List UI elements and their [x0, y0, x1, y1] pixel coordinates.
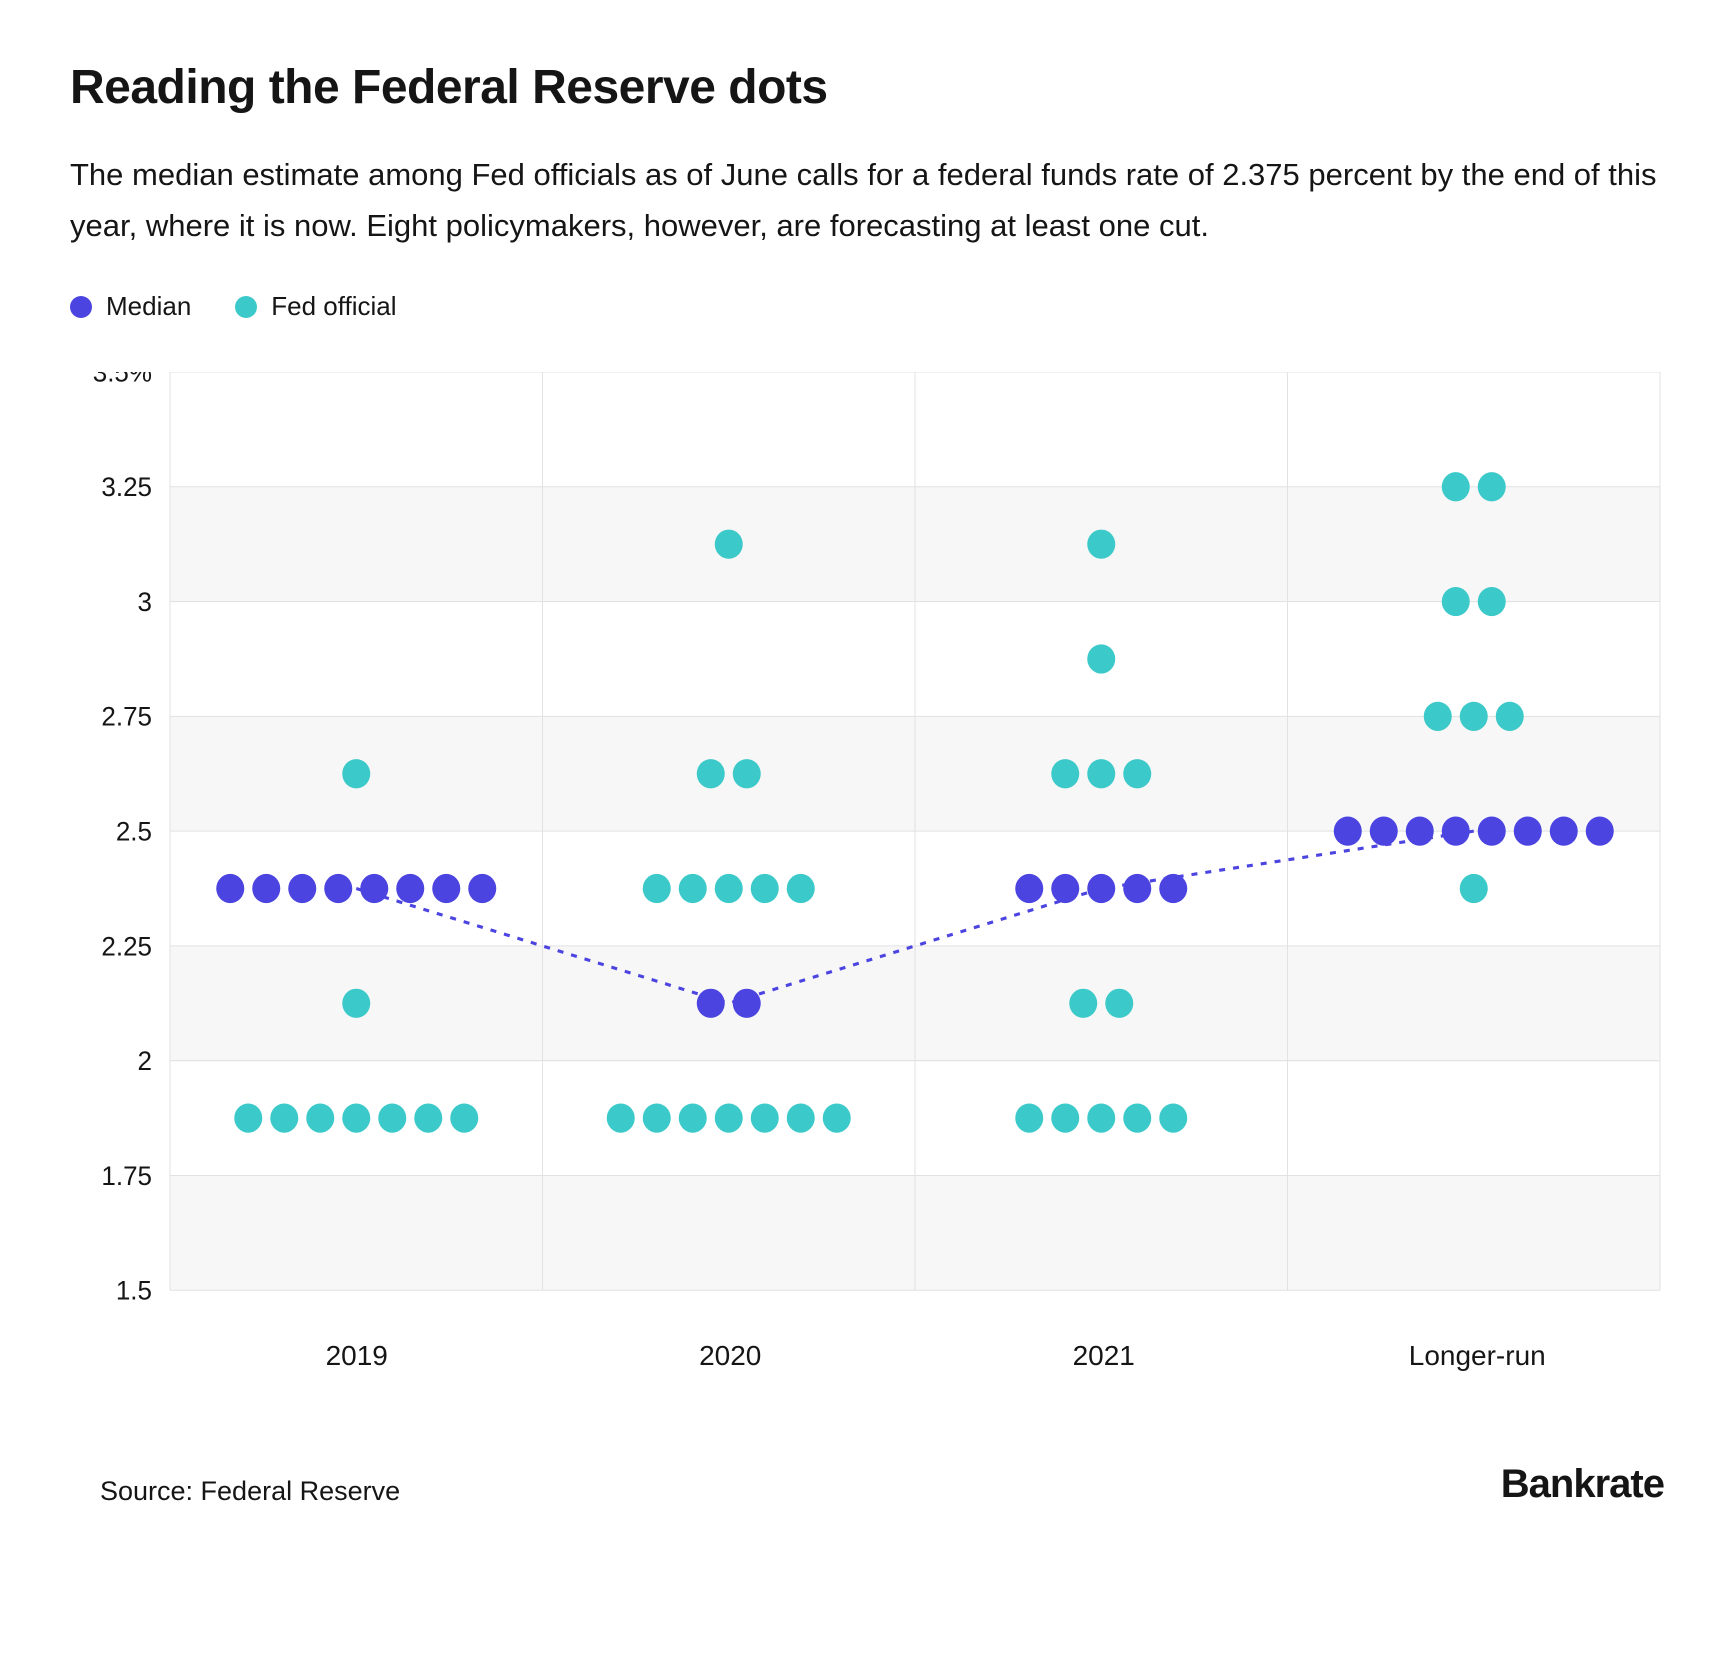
- official-dot: [306, 1104, 334, 1133]
- median-dot: [432, 874, 460, 903]
- official-dot: [1478, 587, 1506, 616]
- median-dot: [1015, 874, 1043, 903]
- dot-plot-chart: 3.5% 3.25 3 2.75 2.5 2.25 2 1.75 1.5: [70, 372, 1664, 1332]
- official-dot: [1496, 702, 1524, 731]
- official-dot: [1159, 1104, 1187, 1133]
- official-dot: [1051, 1104, 1079, 1133]
- official-dot: [1123, 1104, 1151, 1133]
- official-dot: [1051, 759, 1079, 788]
- median-dot: [733, 989, 761, 1018]
- official-dot: [715, 530, 743, 559]
- legend-label-official: Fed official: [271, 291, 396, 322]
- chart-subtitle: The median estimate among Fed officials …: [70, 149, 1660, 251]
- official-dot: [378, 1104, 406, 1133]
- median-dot: [1334, 817, 1362, 846]
- official-dot: [787, 874, 815, 903]
- official-dot: [1015, 1104, 1043, 1133]
- median-dot: [324, 874, 352, 903]
- chart-svg: 3.5% 3.25 3 2.75 2.5 2.25 2 1.75 1.5: [70, 372, 1664, 1332]
- official-dot: [450, 1104, 478, 1133]
- chart-title: Reading the Federal Reserve dots: [70, 60, 1664, 115]
- x-axis-labels: 201920202021Longer-run: [70, 1340, 1664, 1372]
- median-dot: [1159, 874, 1187, 903]
- median-dot: [1051, 874, 1079, 903]
- official-dot: [715, 1104, 743, 1133]
- median-dot: [1442, 817, 1470, 846]
- median-dot: [697, 989, 725, 1018]
- official-dot: [643, 1104, 671, 1133]
- x-axis-label: 2019: [170, 1340, 544, 1372]
- official-dot: [787, 1104, 815, 1133]
- median-dot: [1087, 874, 1115, 903]
- official-dot: [1478, 472, 1506, 501]
- svg-text:1.75: 1.75: [101, 1161, 152, 1192]
- legend: Median Fed official: [70, 291, 1664, 322]
- median-dot: [1406, 817, 1434, 846]
- median-dot: [1586, 817, 1614, 846]
- official-dot: [342, 989, 370, 1018]
- official-dot: [679, 874, 707, 903]
- official-dot: [751, 1104, 779, 1133]
- official-dot: [1123, 759, 1151, 788]
- official-dot: [823, 1104, 851, 1133]
- svg-text:3.5%: 3.5%: [93, 372, 152, 388]
- median-dot: [360, 874, 388, 903]
- official-dot: [1424, 702, 1452, 731]
- official-dot: [1069, 989, 1097, 1018]
- median-dot: [252, 874, 280, 903]
- median-dot: [1514, 817, 1542, 846]
- official-dot: [1460, 702, 1488, 731]
- official-dot: [1460, 874, 1488, 903]
- svg-text:2.25: 2.25: [101, 931, 152, 962]
- official-dot: [1087, 645, 1115, 674]
- median-dot: [396, 874, 424, 903]
- brand-logo: Bankrate: [1501, 1462, 1664, 1507]
- legend-item-median: Median: [70, 291, 191, 322]
- median-dot: [288, 874, 316, 903]
- official-dot: [679, 1104, 707, 1133]
- median-dot-icon: [70, 296, 92, 318]
- official-dot: [715, 874, 743, 903]
- official-dot: [607, 1104, 635, 1133]
- x-axis-label: 2021: [917, 1340, 1291, 1372]
- official-dot: [234, 1104, 262, 1133]
- svg-text:3: 3: [138, 587, 152, 618]
- legend-item-official: Fed official: [235, 291, 396, 322]
- official-dot: [1087, 759, 1115, 788]
- official-dot: [697, 759, 725, 788]
- official-dot: [1105, 989, 1133, 1018]
- svg-text:1.5: 1.5: [116, 1275, 152, 1306]
- x-axis-label: Longer-run: [1291, 1340, 1665, 1372]
- svg-text:2.75: 2.75: [101, 702, 152, 733]
- official-dot: [270, 1104, 298, 1133]
- legend-label-median: Median: [106, 291, 191, 322]
- official-dot: [733, 759, 761, 788]
- official-dot: [643, 874, 671, 903]
- median-dot: [1123, 874, 1151, 903]
- official-dot: [1087, 1104, 1115, 1133]
- official-dot: [342, 759, 370, 788]
- svg-text:2: 2: [138, 1046, 152, 1077]
- official-dot: [1087, 530, 1115, 559]
- official-dot: [751, 874, 779, 903]
- svg-text:2.5: 2.5: [116, 816, 152, 847]
- official-dot: [414, 1104, 442, 1133]
- svg-text:3.25: 3.25: [101, 472, 152, 503]
- median-dot: [216, 874, 244, 903]
- median-dot: [468, 874, 496, 903]
- official-dot: [1442, 587, 1470, 616]
- official-dot: [342, 1104, 370, 1133]
- median-dot: [1478, 817, 1506, 846]
- x-axis-label: 2020: [544, 1340, 918, 1372]
- source-text: Source: Federal Reserve: [100, 1476, 400, 1507]
- official-dot-icon: [235, 296, 257, 318]
- median-dot: [1370, 817, 1398, 846]
- official-dot: [1442, 472, 1470, 501]
- median-dot: [1550, 817, 1578, 846]
